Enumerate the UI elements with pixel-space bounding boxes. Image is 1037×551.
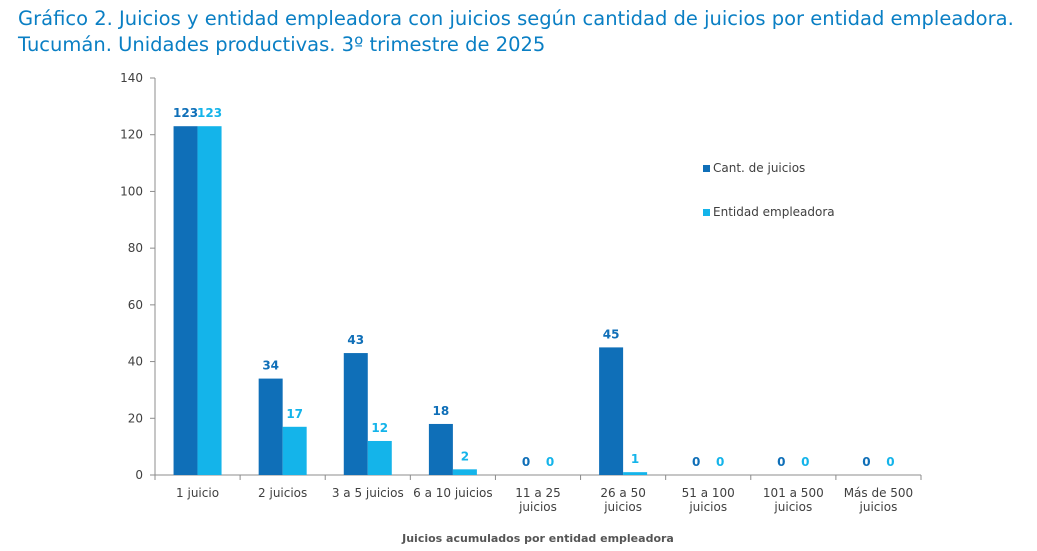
bar-entidad-empleadora: [367, 440, 392, 475]
x-tick-label: 26 a 50: [600, 486, 646, 500]
data-label: 0: [716, 455, 724, 469]
x-tick-label: juicios: [773, 500, 812, 514]
data-label: 0: [522, 455, 530, 469]
data-label: 17: [286, 407, 303, 421]
data-label: 0: [862, 455, 870, 469]
data-label: 18: [433, 404, 450, 418]
x-tick-label: 1 juicio: [176, 486, 219, 500]
bar-entidad-empleadora: [623, 472, 648, 475]
data-label: 1: [631, 452, 639, 466]
x-tick-label: 2 juicios: [258, 486, 307, 500]
y-tick-label: 80: [128, 241, 143, 255]
x-tick-label: 6 a 10 juicios: [413, 486, 493, 500]
data-label: 43: [347, 333, 364, 347]
legend-swatch: [703, 165, 710, 172]
x-tick-label: juicios: [518, 500, 557, 514]
legend-label: Entidad empleadora: [713, 205, 835, 219]
y-tick-label: 40: [128, 355, 143, 369]
x-tick-label: Más de 500: [844, 486, 914, 500]
data-label: 0: [692, 455, 700, 469]
bar-cant-juicios: [599, 347, 624, 475]
y-tick-label: 60: [128, 298, 143, 312]
y-tick-label: 0: [135, 468, 143, 482]
data-label: 123: [197, 106, 222, 120]
data-label: 34: [262, 359, 279, 373]
data-label: 12: [371, 421, 388, 435]
x-tick-label: 51 a 100: [682, 486, 735, 500]
y-tick-label: 140: [120, 71, 143, 85]
bar-cant-juicios: [258, 378, 283, 475]
legend-label: Cant. de juicios: [713, 161, 805, 175]
chart-title-line-2: Tucumán. Unidades productivas. 3º trimes…: [18, 33, 546, 56]
y-tick-label: 20: [128, 411, 143, 425]
chart-title-line-1: Gráfico 2. Juicios y entidad empleadora …: [18, 7, 1014, 30]
bar-cant-juicios: [428, 423, 453, 475]
data-label: 0: [546, 455, 554, 469]
x-tick-label: juicios: [603, 500, 642, 514]
data-label: 0: [777, 455, 785, 469]
data-label: 45: [603, 327, 620, 341]
y-tick-label: 120: [120, 128, 143, 142]
chart-title: Gráfico 2. Juicios y entidad empleadora …: [18, 6, 1028, 58]
bar-entidad-empleadora: [282, 426, 307, 475]
x-tick-label: juicios: [859, 500, 898, 514]
legend-swatch: [703, 209, 710, 216]
x-tick-label: 101 a 500: [763, 486, 824, 500]
x-tick-label: 11 a 25: [515, 486, 561, 500]
bar-entidad-empleadora: [197, 126, 222, 475]
y-tick-label: 100: [120, 184, 143, 198]
x-axis-title: Juicios acumulados por entidad empleador…: [401, 532, 674, 545]
data-label: 0: [801, 455, 809, 469]
x-tick-label: juicios: [688, 500, 727, 514]
bar-cant-juicios: [173, 126, 198, 475]
data-label: 123: [173, 106, 198, 120]
data-label: 2: [461, 449, 469, 463]
data-label: 0: [886, 455, 894, 469]
bar-cant-juicios: [343, 353, 368, 475]
bar-entidad-empleadora: [452, 469, 477, 475]
x-tick-label: 3 a 5 juicios: [332, 486, 404, 500]
